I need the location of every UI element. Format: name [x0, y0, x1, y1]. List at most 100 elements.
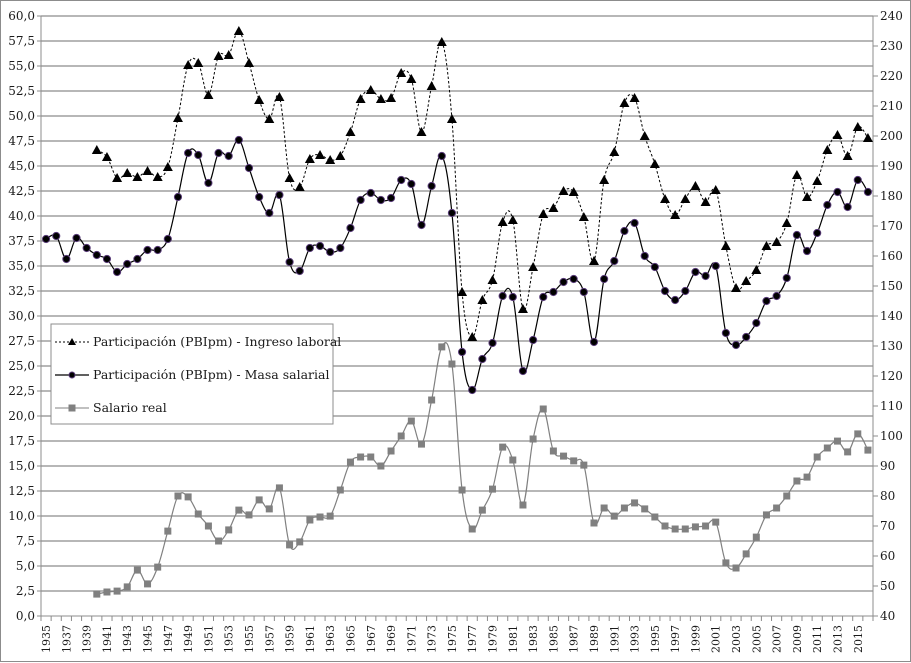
square-marker [336, 486, 344, 494]
x-tick-label: 2003 [730, 625, 743, 653]
triangle-marker [294, 182, 305, 191]
x-tick-label: 1981 [507, 625, 520, 653]
triangle-marker [791, 170, 802, 179]
triangle-marker [274, 92, 285, 101]
square-marker [651, 513, 659, 521]
triangle-marker [152, 172, 163, 181]
square-marker [265, 505, 273, 513]
x-tick-label: 1995 [649, 625, 662, 653]
y-tick-label: 35,0 [8, 259, 35, 273]
square-marker [560, 452, 568, 460]
circle-marker [843, 202, 852, 212]
triangle-marker [91, 145, 102, 154]
square-marker [732, 564, 740, 572]
y-tick-label: 7,5 [16, 534, 35, 548]
x-tick-label: 1967 [365, 625, 378, 653]
circle-marker [163, 234, 172, 244]
x-tick-label: 1953 [223, 625, 236, 653]
square-marker [549, 447, 557, 455]
square-marker [326, 512, 334, 520]
y-tick-label: 20,0 [8, 409, 35, 423]
legend-label: Participación (PBIpm) - Ingreso laboral [93, 334, 341, 349]
series-salario-real [93, 342, 872, 598]
y2-tick-label: 180 [880, 189, 903, 203]
circle-marker [711, 261, 720, 271]
x-tick-label: 1975 [446, 625, 459, 653]
square-marker [783, 492, 791, 500]
circle-marker [417, 220, 426, 230]
circle-marker [671, 295, 680, 305]
circle-marker [833, 187, 842, 197]
y-tick-label: 10,0 [8, 509, 35, 523]
x-tick-label: 1955 [243, 625, 256, 653]
triangle-marker [802, 192, 813, 201]
triangle-marker [426, 81, 437, 90]
triangle-marker [507, 215, 518, 224]
square-marker [793, 477, 801, 485]
triangle-marker [609, 147, 620, 156]
triangle-marker [345, 127, 356, 136]
circle-marker [275, 190, 284, 200]
y-tick-label: 25,0 [8, 359, 35, 373]
square-marker [164, 527, 172, 535]
circle-marker [549, 287, 558, 297]
circle-marker [863, 187, 873, 197]
circle-marker [498, 291, 507, 301]
circle-marker [326, 247, 335, 257]
x-tick-label: 1941 [101, 625, 114, 653]
square-marker [93, 590, 101, 598]
circle-marker [82, 243, 91, 253]
square-marker [631, 499, 639, 507]
y-tick-label: 45,0 [8, 159, 35, 173]
y-tick-label: 30,0 [8, 309, 35, 323]
square-marker [204, 522, 212, 530]
circle-marker [600, 274, 609, 284]
circle-marker [559, 277, 568, 287]
circle-marker [813, 228, 822, 238]
triangle-marker [487, 275, 498, 284]
circle-marker [52, 231, 61, 241]
square-marker [123, 583, 131, 591]
y-tick-label: 50,0 [8, 109, 35, 123]
circle-marker [691, 267, 700, 277]
square-marker [712, 518, 720, 526]
triangle-marker [497, 217, 508, 226]
circle-marker [112, 267, 122, 277]
y2-tick-label: 60 [880, 549, 895, 563]
triangle-marker [862, 133, 873, 142]
x-tick-label: 1951 [202, 625, 215, 653]
circle-marker [204, 178, 213, 188]
y-tick-label: 60,0 [8, 9, 35, 23]
triangle-marker [122, 168, 133, 177]
triangle-marker [660, 194, 670, 203]
square-marker [519, 501, 527, 509]
circle-marker [478, 354, 487, 364]
x-tick-label: 1965 [344, 625, 357, 653]
triangle-marker [365, 85, 376, 94]
circle-marker [539, 292, 548, 302]
triangle-marker [619, 98, 630, 107]
triangle-marker [812, 176, 823, 185]
square-marker [580, 461, 588, 469]
square-marker [458, 486, 466, 494]
circle-marker [620, 226, 629, 236]
legend-box [50, 323, 334, 425]
x-tick-label: 1977 [466, 625, 479, 653]
right-y-axis-labels: 40 50 60 70 80 90 100 110 120 130 140 150 160 170 180 1… [880, 9, 903, 623]
series-layer [41, 26, 873, 598]
square-marker [478, 506, 486, 514]
square-marker [600, 504, 608, 512]
square-marker [499, 443, 507, 451]
square-marker [367, 453, 375, 461]
circle-marker [386, 193, 396, 203]
square-marker [702, 522, 710, 530]
y-tick-label: 55,0 [8, 59, 35, 73]
triangle-marker [588, 256, 599, 265]
circle-marker [356, 195, 365, 205]
circle-marker [336, 243, 345, 253]
circle-marker [184, 148, 193, 158]
circle-marker [589, 337, 599, 347]
x-tick-label: 1987 [568, 625, 581, 653]
triangle-marker [670, 210, 681, 219]
circle-marker [102, 254, 112, 264]
